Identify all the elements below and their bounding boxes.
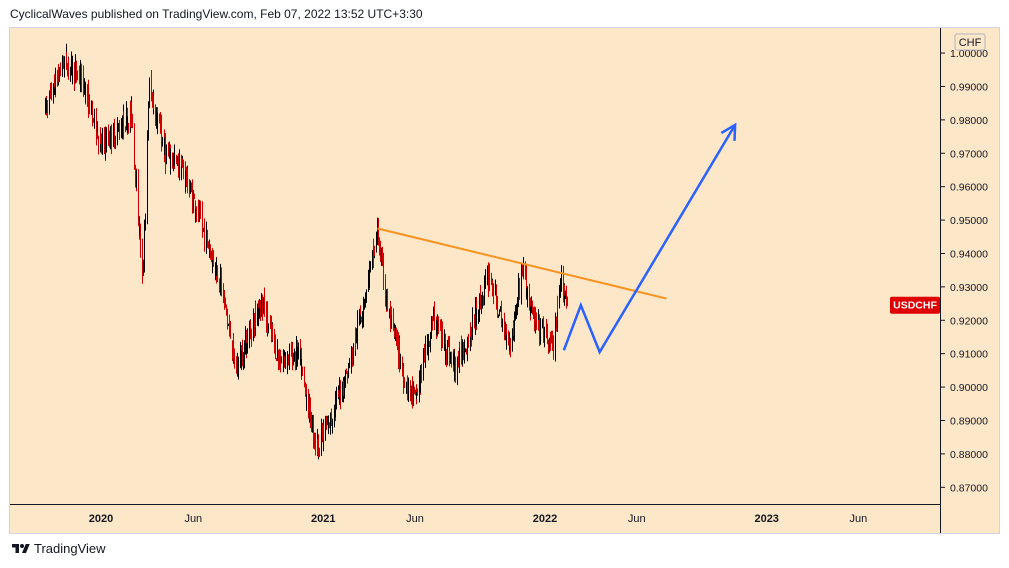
- time-tick-label: 2020: [89, 513, 113, 525]
- symbol-badge: [890, 296, 940, 314]
- resistance-trendline[interactable]: [377, 227, 667, 300]
- price-tick-label: 0.94000: [950, 248, 988, 260]
- price-tick-label: 0.93000: [950, 282, 988, 294]
- projection-path[interactable]: [562, 124, 737, 355]
- price-axis-background: [941, 28, 999, 533]
- price-tick-label: 0.96000: [950, 182, 988, 194]
- plot-background: [10, 28, 940, 504]
- currency-label: CHF: [959, 37, 982, 49]
- tradingview-brand: TradingView: [34, 541, 106, 556]
- time-tick-label: Jun: [628, 513, 646, 525]
- symbol-label: USDCHF: [893, 300, 937, 312]
- publisher-header: CyclicalWaves published on TradingView.c…: [10, 7, 423, 21]
- price-tick-label: 0.95000: [950, 215, 988, 227]
- time-axis-ticks: 2020 Jun 2021 Jun 2022 Jun 2023 Jun: [89, 513, 868, 525]
- tradingview-footer[interactable]: TradingView: [11, 541, 106, 556]
- price-tick-label: 0.88000: [950, 449, 988, 461]
- price-tick-label: 0.97000: [950, 148, 988, 160]
- price-tick-label: 0.91000: [950, 349, 988, 361]
- time-tick-label: Jun: [184, 513, 202, 525]
- price-axis-ticks: 0.87000 0.88000 0.89000 0.90000 0.91000 0.920…: [941, 48, 988, 494]
- price-tick-label: 0.89000: [950, 415, 988, 427]
- projection-arrowhead: [720, 122, 737, 141]
- time-tick-label: 2023: [754, 513, 778, 525]
- price-tick-label: 0.98000: [950, 115, 988, 127]
- candlestick-series: [45, 43, 568, 460]
- time-axis-background: [10, 505, 940, 533]
- price-tick-label: 0.92000: [950, 315, 988, 327]
- chart-frame[interactable]: [9, 27, 1000, 534]
- tradingview-logo-icon: [12, 543, 30, 553]
- price-tick-label: 0.99000: [950, 81, 988, 93]
- price-tick-label: 0.87000: [950, 482, 988, 494]
- time-tick-label: Jun: [406, 513, 424, 525]
- price-tick-label: 1.00000: [950, 48, 988, 60]
- time-tick-label: Jun: [850, 513, 868, 525]
- time-tick-label: 2021: [311, 513, 335, 525]
- currency-box: [954, 33, 986, 51]
- price-tick-label: 0.90000: [950, 382, 988, 394]
- time-tick-label: 2022: [533, 513, 557, 525]
